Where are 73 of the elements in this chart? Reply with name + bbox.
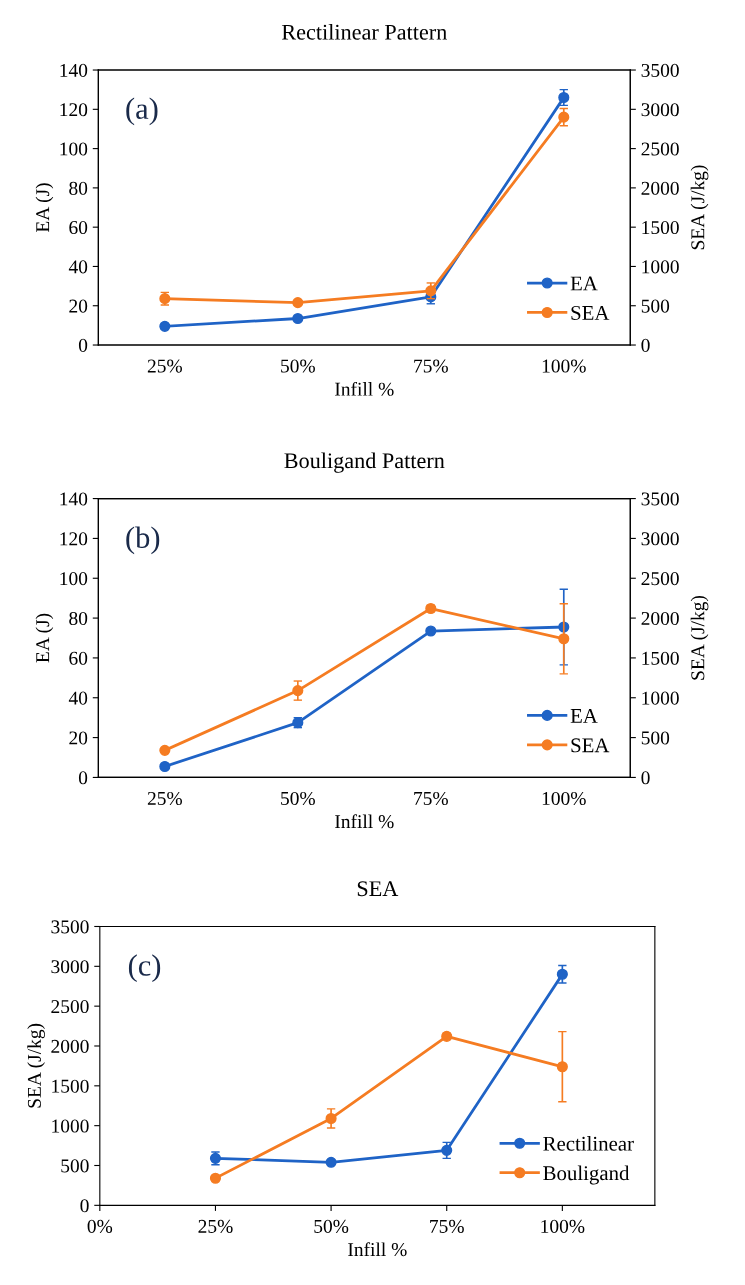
y-tick-label: 1000	[52, 1119, 89, 1133]
y-tick-label: 140	[60, 492, 88, 506]
chart-title: SEA	[357, 881, 399, 897]
y-tick-label: 2000	[51, 1039, 89, 1053]
y2-tick-label: 500	[641, 731, 670, 745]
legend-label: Rectilinear	[543, 1136, 634, 1151]
y-tick-label: 100	[60, 572, 88, 586]
y2-tick-label: 1000	[642, 260, 679, 274]
y-tick-label: 140	[60, 63, 88, 77]
y2-tick-label: 500	[641, 299, 670, 313]
legend-label: SEA	[571, 305, 610, 320]
y2-tick-label: 3500	[641, 492, 679, 506]
x-tick-label: 100%	[542, 359, 586, 373]
y-tick-label: 120	[60, 103, 88, 117]
x-tick-label: 25%	[198, 1219, 233, 1233]
y2-tick-label: 1000	[642, 691, 679, 705]
legend-label: SEA	[571, 738, 610, 753]
y2-tick-label: 2500	[641, 572, 679, 586]
annotation: (a)	[126, 97, 158, 126]
x-tick-label: 100%	[542, 791, 586, 806]
x-tick-label: 50%	[281, 359, 315, 373]
y-tick-label: 60	[69, 651, 88, 665]
x-axis-title: Infill %	[335, 381, 394, 396]
y-tick-label: 80	[69, 611, 88, 626]
y-tick-label: 1500	[52, 1079, 89, 1093]
x-tick-label: 25%	[147, 791, 182, 806]
y2-tick-label: 0	[641, 338, 650, 352]
y2-tick-label: 1500	[642, 651, 679, 665]
y-tick-label: 3000	[51, 960, 89, 974]
y2-tick-label: 2000	[641, 181, 679, 195]
annotation: (c)	[128, 954, 161, 983]
y-tick-label: 0	[78, 338, 88, 352]
legend-label: EA	[570, 276, 598, 291]
y-tick-label: 500	[61, 1159, 89, 1173]
y2-tick-label: 3000	[641, 532, 679, 546]
y2-tick-label: 2000	[641, 611, 679, 626]
y-tick-label: 80	[69, 181, 88, 195]
x-tick-label: 75%	[414, 791, 448, 806]
chart-title: Rectilinear Pattern	[281, 24, 447, 40]
y-tick-label: 40	[68, 691, 88, 705]
y2-tick-label: 0	[641, 771, 650, 785]
annotation: (b)	[126, 526, 160, 555]
y-tick-label: 3500	[51, 920, 89, 934]
x-tick-label: 100%	[541, 1219, 585, 1233]
x-tick-label: 0%	[87, 1219, 113, 1233]
y-tick-label: 2500	[51, 999, 89, 1014]
y-tick-label: 40	[68, 260, 88, 274]
y-tick-label: 120	[60, 532, 88, 546]
legend-label: Bouligand	[543, 1165, 630, 1185]
x-axis-title: Infill %	[335, 814, 394, 829]
y2-tick-label: 2500	[641, 142, 679, 156]
legend-label: EA	[570, 708, 598, 723]
x-tick-label: 50%	[281, 791, 315, 806]
y2-axis-title: SEA (J/kg)	[690, 595, 709, 680]
y-tick-label: 20	[69, 299, 88, 313]
y2-tick-label: 3500	[641, 63, 679, 77]
x-tick-label: 50%	[314, 1219, 349, 1233]
y-tick-label: 100	[60, 142, 88, 156]
y2-axis-title: SEA (J/kg)	[690, 165, 709, 250]
chart-title: Bouligand Pattern	[284, 452, 445, 473]
x-axis-title: Infill %	[348, 1242, 407, 1257]
x-tick-label: 75%	[414, 359, 448, 373]
y-axis-title: EA (J)	[35, 183, 54, 233]
y-tick-label: 0	[80, 1199, 89, 1213]
y-axis-title: SEA (J/kg)	[27, 1023, 45, 1108]
x-tick-label: 75%	[430, 1219, 464, 1233]
y-axis-title: EA (J)	[35, 613, 54, 663]
y-tick-label: 20	[69, 731, 88, 745]
y2-tick-label: 3000	[641, 103, 679, 117]
y-tick-label: 60	[69, 220, 88, 235]
y-tick-label: 0	[78, 771, 88, 785]
y2-tick-label: 1500	[642, 220, 679, 235]
x-tick-label: 25%	[147, 359, 182, 373]
